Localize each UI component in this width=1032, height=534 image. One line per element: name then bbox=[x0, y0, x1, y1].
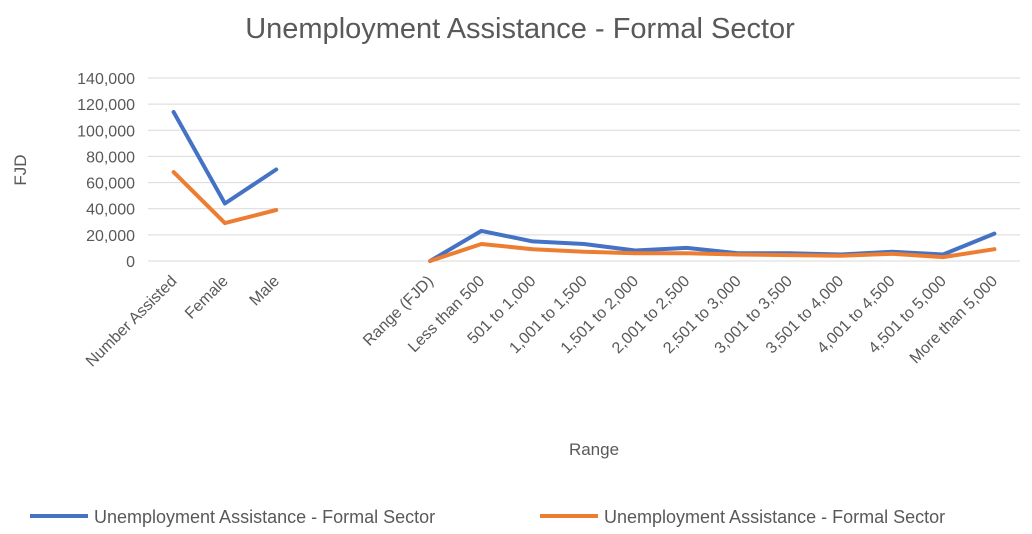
gridlines bbox=[148, 77, 1020, 262]
y-tick-label: 60,000 bbox=[86, 176, 135, 193]
legend: Unemployment Assistance - Formal Sector U… bbox=[30, 507, 945, 527]
series-lines bbox=[171, 110, 997, 263]
y-tick-label: 100,000 bbox=[77, 123, 135, 140]
series-line-2 bbox=[171, 170, 279, 226]
series-line-1 bbox=[428, 228, 997, 263]
y-tick-label: 140,000 bbox=[77, 71, 135, 88]
legend-label: Unemployment Assistance - Formal Sector bbox=[604, 507, 945, 527]
x-axis-ticks: Number Assisted Female Male Range (FJD)Less… bbox=[83, 273, 1001, 371]
x-tick-label: Number Assisted bbox=[83, 273, 181, 371]
x-axis-label: Range bbox=[569, 440, 619, 459]
y-axis-ticks: 0 20,000 40,000 60,000 80,000 100,000 120,000 1… bbox=[77, 71, 135, 271]
y-tick-label: 120,000 bbox=[77, 97, 135, 114]
series-line-2 bbox=[428, 242, 997, 263]
y-axis-label: FJD bbox=[11, 154, 30, 185]
y-tick-label: 40,000 bbox=[86, 202, 135, 219]
x-tick-label: Male bbox=[247, 273, 284, 310]
y-tick-label: 80,000 bbox=[86, 149, 135, 166]
legend-label: Unemployment Assistance - Formal Sector bbox=[94, 507, 435, 527]
y-tick-label: 20,000 bbox=[86, 228, 135, 245]
x-tick-label: Female bbox=[182, 273, 232, 323]
x-tick-label: More than 5,000 bbox=[907, 273, 1001, 367]
series-line-1 bbox=[171, 110, 279, 206]
y-tick-label: 0 bbox=[126, 254, 135, 271]
chart-title: Unemployment Assistance - Formal Sector bbox=[245, 13, 795, 45]
